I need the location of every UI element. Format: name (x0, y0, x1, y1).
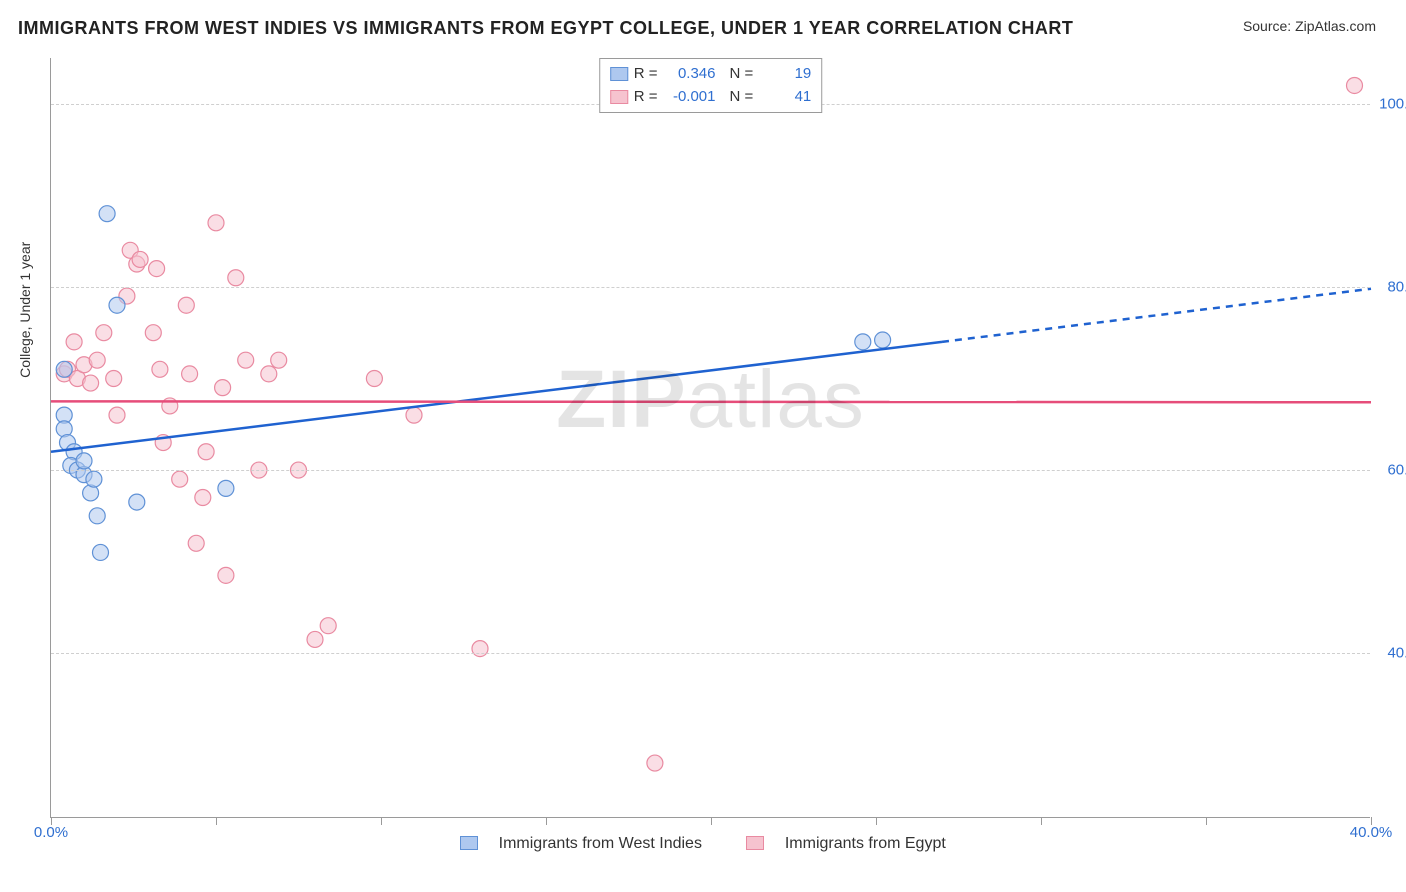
data-point (96, 325, 112, 341)
data-point (472, 641, 488, 657)
data-point (106, 370, 122, 386)
legend-row-series-1: R = 0.346 N = 19 (610, 63, 812, 86)
data-point (1347, 77, 1363, 93)
data-point (172, 471, 188, 487)
data-point (152, 361, 168, 377)
y-tick-label: 100.0% (1379, 95, 1406, 112)
legend-swatch-blue (610, 67, 628, 81)
x-tick (546, 817, 547, 825)
y-tick-label: 40.0% (1387, 645, 1406, 662)
data-point (195, 490, 211, 506)
data-point (93, 544, 109, 560)
data-point (320, 618, 336, 634)
x-tick (216, 817, 217, 825)
y-tick-label: 80.0% (1387, 278, 1406, 295)
data-point (182, 366, 198, 382)
data-point (109, 407, 125, 423)
data-point (271, 352, 287, 368)
chart-title: IMMIGRANTS FROM WEST INDIES VS IMMIGRANT… (18, 18, 1073, 39)
trend-line (51, 401, 1371, 402)
y-axis-title: College, Under 1 year (17, 241, 33, 377)
data-point (145, 325, 161, 341)
data-point (647, 755, 663, 771)
data-point (89, 352, 105, 368)
data-point (208, 215, 224, 231)
series-legend: Immigrants from West Indies Immigrants f… (0, 835, 1406, 853)
trend-line (51, 342, 942, 452)
data-point (66, 334, 82, 350)
source-attribution: Source: ZipAtlas.com (1243, 18, 1376, 34)
legend-swatch-pink (610, 90, 628, 104)
correlation-legend: R = 0.346 N = 19 R = -0.001 N = 41 (599, 58, 823, 113)
data-point (366, 370, 382, 386)
data-point (188, 535, 204, 551)
data-point (218, 567, 234, 583)
x-tick (711, 817, 712, 825)
data-point (109, 297, 125, 313)
data-point (406, 407, 422, 423)
data-point (238, 352, 254, 368)
x-tick (876, 817, 877, 825)
data-point (261, 366, 277, 382)
legend-item-egypt: Immigrants from Egypt (736, 835, 955, 852)
x-tick (1206, 817, 1207, 825)
legend-row-series-2: R = -0.001 N = 41 (610, 86, 812, 109)
data-point (99, 206, 115, 222)
legend-item-west-indies: Immigrants from West Indies (450, 835, 716, 852)
x-tick (1041, 817, 1042, 825)
data-point (132, 251, 148, 267)
gridline (51, 287, 1370, 288)
scatter-svg (51, 58, 1370, 817)
data-point (83, 375, 99, 391)
chart-plot-area: College, Under 1 year ZIPatlas R = 0.346… (50, 58, 1370, 818)
data-point (149, 261, 165, 277)
data-point (307, 631, 323, 647)
legend-swatch-blue (460, 836, 478, 850)
data-point (56, 361, 72, 377)
data-point (215, 380, 231, 396)
data-point (89, 508, 105, 524)
x-tick (381, 817, 382, 825)
y-tick-label: 60.0% (1387, 462, 1406, 479)
data-point (198, 444, 214, 460)
data-point (178, 297, 194, 313)
data-point (875, 332, 891, 348)
data-point (218, 480, 234, 496)
trend-line-extrapolated (942, 289, 1371, 342)
legend-swatch-pink (746, 836, 764, 850)
gridline (51, 653, 1370, 654)
gridline (51, 470, 1370, 471)
data-point (76, 453, 92, 469)
data-point (228, 270, 244, 286)
data-point (86, 471, 102, 487)
data-point (129, 494, 145, 510)
data-point (855, 334, 871, 350)
